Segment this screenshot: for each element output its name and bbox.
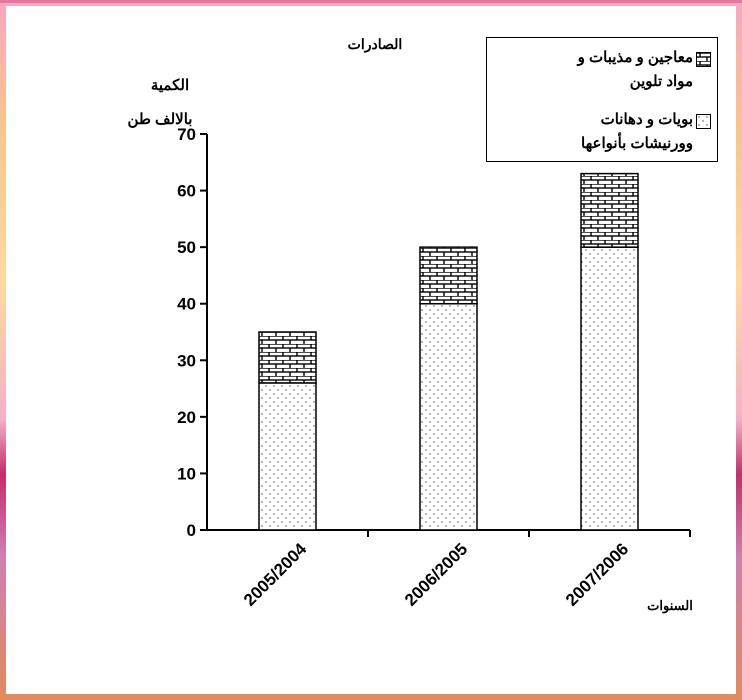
x-axis-label: السنوات [647,598,693,613]
legend-entry-series-1-line-2: وورنيشات بأنواعها [581,135,693,152]
bar-bricks-3 [580,172,639,248]
y-tick-label: 30 [177,351,196,370]
bar-dots-1 [258,382,317,531]
legend-entry-series-2-line-1: معاجين و مذيبات و [577,49,693,66]
y-tick-label: 40 [177,295,196,314]
legend-swatch-dots-pattern [697,115,710,128]
legend: معاجين و مذيبات و مواد تلوين بويات و دها… [486,37,718,162]
y-axis-label-line-1: الكمية [150,77,190,94]
chart-title: الصادرات [347,36,403,52]
x-tick-label: 2005/2004 [240,539,311,610]
y-tick-label: 50 [177,238,196,257]
top-border-line [0,0,742,3]
x-tick-label: 2006/2005 [401,539,471,609]
bar-bricks-2 [419,246,478,305]
y-tick-label: 70 [177,125,196,144]
legend-swatch-bricks [696,52,711,67]
bar-dots-2 [419,302,478,531]
y-tick-label: 60 [177,182,196,201]
y-tick-label: 0 [187,521,196,540]
legend-swatch-bricks-pattern [697,53,710,66]
y-axis-label-line-2: بالالف طن [127,111,193,128]
bar-dots-3 [580,246,639,531]
legend-swatch-dots [696,114,711,129]
x-tick-label: 2007/2006 [562,539,632,609]
bar-bricks-1 [258,331,317,384]
y-tick-label: 20 [177,408,196,427]
legend-entry-series-1-line-1: بويات و دهانات [600,111,693,128]
y-tick-label: 10 [177,464,196,483]
legend-entry-series-2-line-2: مواد تلوين [629,73,693,90]
